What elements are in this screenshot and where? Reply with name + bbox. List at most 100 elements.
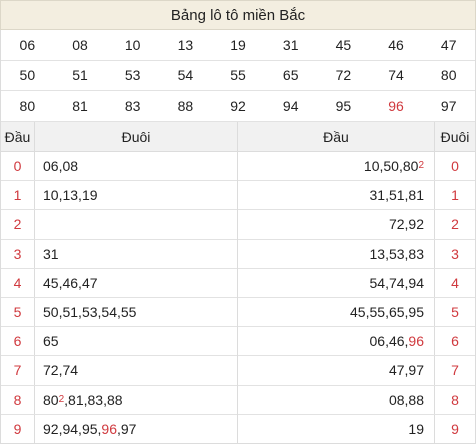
lotto-value: 54 <box>101 304 117 321</box>
dau-digit: 3 <box>1 239 35 268</box>
duoi-digit: 5 <box>451 304 459 321</box>
dau-digit: 1 <box>1 181 35 210</box>
number-grid: 06 08 10 13 19 31 45 46 47 50 51 53 54 55 65 72 74 80 80 81… <box>0 30 476 122</box>
number-row: 06 08 10 13 19 31 45 46 47 <box>1 30 475 61</box>
lotto-value: 97 <box>408 362 424 379</box>
table-row: 06, 46, 96 6 <box>238 327 475 357</box>
lotto-value: 65 <box>43 333 59 350</box>
table-row: 31, 51, 81 1 <box>238 181 475 211</box>
lotto-value: 88 <box>408 391 424 408</box>
number-cell: 80 <box>440 67 457 84</box>
table-header: Đầu Đuôi <box>1 122 237 152</box>
lotto-value: 13 <box>62 187 79 204</box>
number-cell: 06 <box>19 36 36 53</box>
number-cell: 31 <box>282 36 299 53</box>
dau-values: 10, 50, 80 2 <box>238 152 435 181</box>
number-cell: 45 <box>335 36 352 53</box>
lotto-value: 45 <box>350 304 366 321</box>
number-cell: 88 <box>177 97 194 114</box>
lotto-value: 72 <box>43 362 59 379</box>
number-cell: 51 <box>72 67 88 84</box>
duoi-values: 80 2, 81, 83, 88 <box>43 391 123 408</box>
lotto-value: 51 <box>62 304 79 321</box>
table-row: 2 <box>1 210 237 240</box>
dau-values: 45, 55, 65, 95 <box>238 297 435 327</box>
number-cell: 97 <box>440 97 457 114</box>
lotto-value: 88 <box>106 391 123 408</box>
dau-digit: 0 <box>1 152 35 181</box>
duoi-values: 06, 08 <box>43 158 79 175</box>
dau-digit: 9 <box>1 414 35 443</box>
duoi-values: 10, 13, 19 <box>43 187 98 204</box>
dau-values: 72, 92 <box>238 210 435 239</box>
lotto-value: 95 <box>408 304 424 321</box>
lotto-value: 74 <box>388 274 405 291</box>
table-row: 8 80 2, 81, 83, 88 <box>1 385 237 415</box>
number-cell: 19 <box>230 36 246 53</box>
number-cell: 74 <box>388 67 404 84</box>
table-row: 47, 97 7 <box>238 356 475 386</box>
dau-digit: 8 <box>1 385 35 414</box>
number-cell: 13 <box>177 36 194 53</box>
lotto-value: 06 <box>369 333 386 350</box>
number-cell: 92 <box>230 97 246 114</box>
dau-digit: 6 <box>1 327 35 356</box>
table-row: 1 10, 13, 19 <box>1 181 237 211</box>
lotto-value: 80 <box>402 158 419 175</box>
number-cell: 83 <box>124 97 141 114</box>
lotto-value: 81 <box>408 187 424 204</box>
dau-digit: 2 <box>1 210 35 239</box>
lotto-value: 55 <box>120 304 137 321</box>
number-cell: 08 <box>72 36 88 53</box>
duoi-digit: 8 <box>451 391 459 408</box>
lotto-value: 46 <box>62 274 79 291</box>
table-row: 08, 88 8 <box>238 385 475 415</box>
number-cell: 96 <box>388 97 404 114</box>
dau-digit: 7 <box>1 356 35 385</box>
duoi-values <box>35 210 237 238</box>
lotto-value: 47 <box>388 362 405 379</box>
duoi-digit: 0 <box>451 158 459 175</box>
dau-duoi-table: Đầu Đuôi 0 06, 08 1 10, 13, 19 2 3 31 4 45, 46, … <box>0 122 238 444</box>
duoi-digit: 6 <box>451 333 459 350</box>
lotto-value: 97 <box>120 420 137 437</box>
lotto-value: 74 <box>62 362 79 379</box>
duoi-digit: 4 <box>451 274 459 291</box>
lotto-value: 54 <box>369 274 386 291</box>
dau-values: 13, 53, 83 <box>238 239 435 268</box>
lotto-value: 50 <box>383 158 399 175</box>
lotto-value: 50 <box>43 304 59 321</box>
number-cell: 80 <box>19 97 36 114</box>
lotto-value: 06 <box>43 158 59 175</box>
number-cell: 55 <box>230 67 246 84</box>
lotto-value: 47 <box>81 274 98 291</box>
lotto-value: 08 <box>62 158 79 175</box>
lotto-value: 65 <box>388 304 405 321</box>
dau-values: 31, 51, 81 <box>238 181 435 210</box>
table-row: 5 50, 51, 53, 54, 55 <box>1 297 237 328</box>
lotto-value: 10 <box>43 187 59 204</box>
lotto-value: 31 <box>369 187 386 204</box>
table-row: 9 92, 94, 95, 96, 97 <box>1 414 237 444</box>
duoi-values: 50, 51, 53, 54, 55 <box>43 304 137 321</box>
dau-values: 47, 97 <box>238 356 435 385</box>
lotto-value: 72 <box>388 216 405 233</box>
number-cell: 65 <box>282 67 299 84</box>
lotto-value: 96 <box>408 333 424 350</box>
lotto-value: 81 <box>68 391 84 408</box>
lotto-value: 96 <box>101 420 117 437</box>
lotto-value: 13 <box>369 245 386 262</box>
lotto-value: 94 <box>62 420 79 437</box>
duoi-values: 45, 46, 47 <box>43 274 98 291</box>
lotto-value: 19 <box>408 420 424 437</box>
duoi-dau-table: Đầu Đuôi 10, 50, 80 2 0 31, 51, 81 1 72, 92 2 1… <box>238 122 476 444</box>
duoi-values: 92, 94, 95, 96, 97 <box>43 420 137 437</box>
dau-values: 06, 46, 96 <box>238 327 435 356</box>
dau-digit: 5 <box>1 297 35 327</box>
lotto-value: 45 <box>43 274 59 291</box>
number-cell: 95 <box>335 97 352 114</box>
table-row: 7 72, 74 <box>1 356 237 386</box>
table-row: 45, 55, 65, 95 5 <box>238 297 475 328</box>
lotto-value: 08 <box>388 391 405 408</box>
